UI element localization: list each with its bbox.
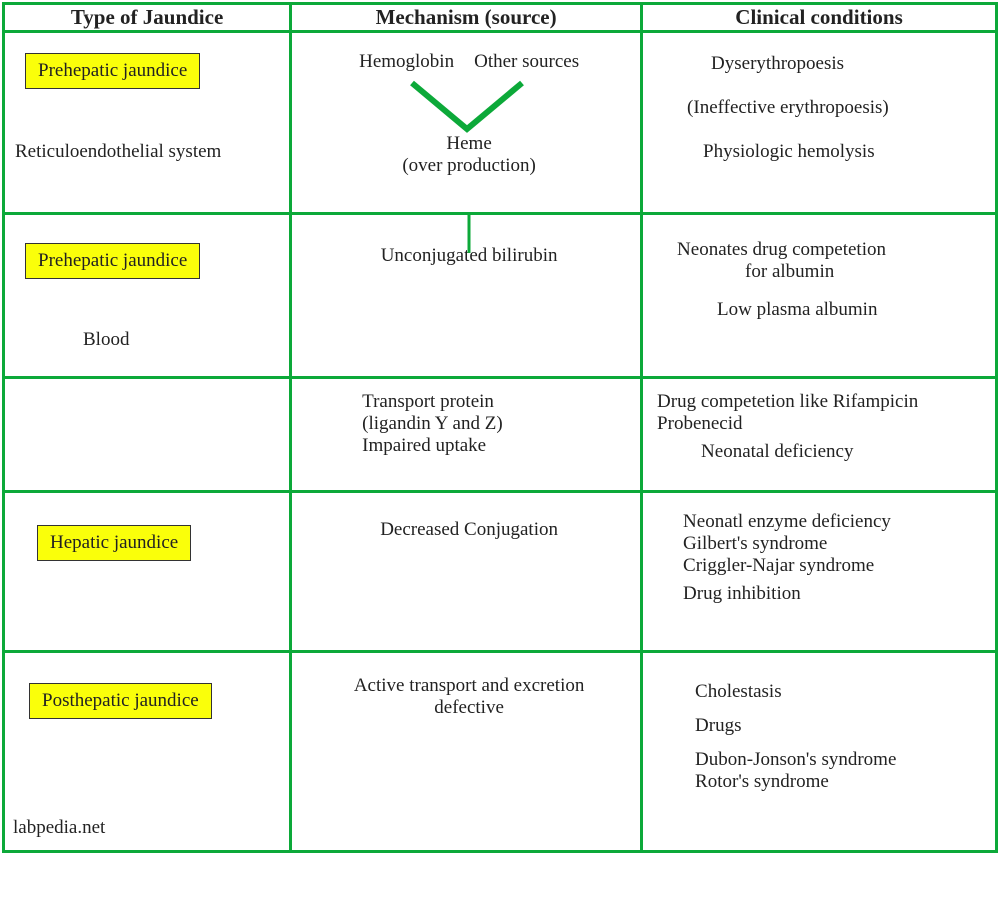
mechanism-cell-2: Unconjugated bilirubin: [292, 245, 640, 281]
type-cell-3: [5, 379, 289, 407]
mechanism-cell-4: Decreased Conjugation: [292, 493, 640, 555]
type-cell-1: Prehepatic jaundice Reticuloendothelial …: [5, 33, 289, 177]
clinical-cell-2: Neonates drug competetion for albumin Lo…: [643, 215, 995, 335]
header-row: Type of Jaundice Mechanism (source) Clin…: [4, 4, 997, 32]
clinical-item: Rotor's syndrome: [695, 771, 981, 793]
jaundice-type-tag: Posthepatic jaundice: [29, 683, 212, 719]
clinical-item: Dyserythropoesis: [711, 53, 981, 75]
jaundice-type-tag: Prehepatic jaundice: [25, 53, 200, 89]
mech-heme-sub: (over production): [312, 155, 626, 177]
jaundice-table: Type of Jaundice Mechanism (source) Clin…: [2, 2, 998, 853]
mech-decreased: Decreased Conjugation: [312, 519, 626, 541]
clinical-item: Probenecid: [657, 413, 981, 435]
clinical-item: Drug competetion like Rifampicin: [657, 391, 981, 413]
mech-line: (ligandin Y and Z): [362, 413, 626, 435]
clinical-item: Drug inhibition: [683, 583, 981, 605]
clinical-item: Drugs: [695, 715, 981, 737]
clinical-item: Low plasma albumin: [717, 299, 981, 321]
table-row: Prehepatic jaundice Blood Unconjugated b…: [4, 214, 997, 378]
watermark: labpedia.net: [13, 817, 105, 839]
clinical-cell-4: Neonatl enzyme deficiency Gilbert's synd…: [643, 493, 995, 619]
jaundice-type-tag: Hepatic jaundice: [37, 525, 191, 561]
mech-top-right: Other sources: [474, 51, 579, 73]
type-cell-4: Hepatic jaundice: [5, 493, 289, 575]
type-cell-2: Prehepatic jaundice Blood: [5, 215, 289, 365]
clinical-cell-5: Cholestasis Drugs Dubon-Jonson's syndrom…: [643, 653, 995, 807]
table-row: Hepatic jaundice Decreased Conjugation N…: [4, 492, 997, 652]
header-clinical: Clinical conditions: [642, 4, 997, 32]
mechanism-cell-3: Transport protein (ligandin Y and Z) Imp…: [292, 379, 640, 471]
type-extra: Blood: [83, 329, 275, 351]
clinical-item: for albumin: [745, 261, 981, 283]
clinical-item: Physiologic hemolysis: [703, 141, 981, 163]
type-extra: Reticuloendothelial system: [15, 141, 275, 163]
mech-top-left: Hemoglobin: [359, 51, 454, 73]
clinical-item: Neonatl enzyme deficiency: [683, 511, 981, 533]
mech-line: defective: [312, 697, 626, 719]
clinical-item: Gilbert's syndrome: [683, 533, 981, 555]
clinical-item: Neonates drug competetion: [677, 239, 981, 261]
header-mechanism: Mechanism (source): [291, 4, 642, 32]
mech-line: Impaired uptake: [362, 435, 626, 457]
v-merge-arrow-icon: [382, 75, 552, 139]
clinical-item: (Ineffective erythropoesis): [687, 97, 981, 119]
clinical-cell-1: Dyserythropoesis (Ineffective erythropoe…: [643, 33, 995, 177]
table-row: Transport protein (ligandin Y and Z) Imp…: [4, 378, 997, 492]
clinical-item: Cholestasis: [695, 681, 981, 703]
clinical-item: Dubon-Jonson's syndrome: [695, 749, 981, 771]
mech-line: Active transport and excretion: [312, 675, 626, 697]
mechanism-cell-1: Hemoglobin Other sources Heme (over prod…: [292, 33, 640, 191]
mech-line: Transport protein: [362, 391, 626, 413]
table-row: Posthepatic jaundice labpedia.net Active…: [4, 652, 997, 852]
mechanism-cell-5: Active transport and excretion defective: [292, 653, 640, 733]
jaundice-type-tag: Prehepatic jaundice: [25, 243, 200, 279]
type-cell-5: Posthepatic jaundice labpedia.net: [5, 653, 289, 847]
clinical-cell-3: Drug competetion like Rifampicin Probene…: [643, 379, 995, 477]
mech-heme: Heme: [312, 133, 626, 155]
table-row: Prehepatic jaundice Reticuloendothelial …: [4, 32, 997, 214]
clinical-item: Neonatal deficiency: [701, 441, 981, 463]
clinical-item: Criggler-Najar syndrome: [683, 555, 981, 577]
header-type: Type of Jaundice: [4, 4, 291, 32]
mech-unconj: Unconjugated bilirubin: [312, 245, 626, 267]
